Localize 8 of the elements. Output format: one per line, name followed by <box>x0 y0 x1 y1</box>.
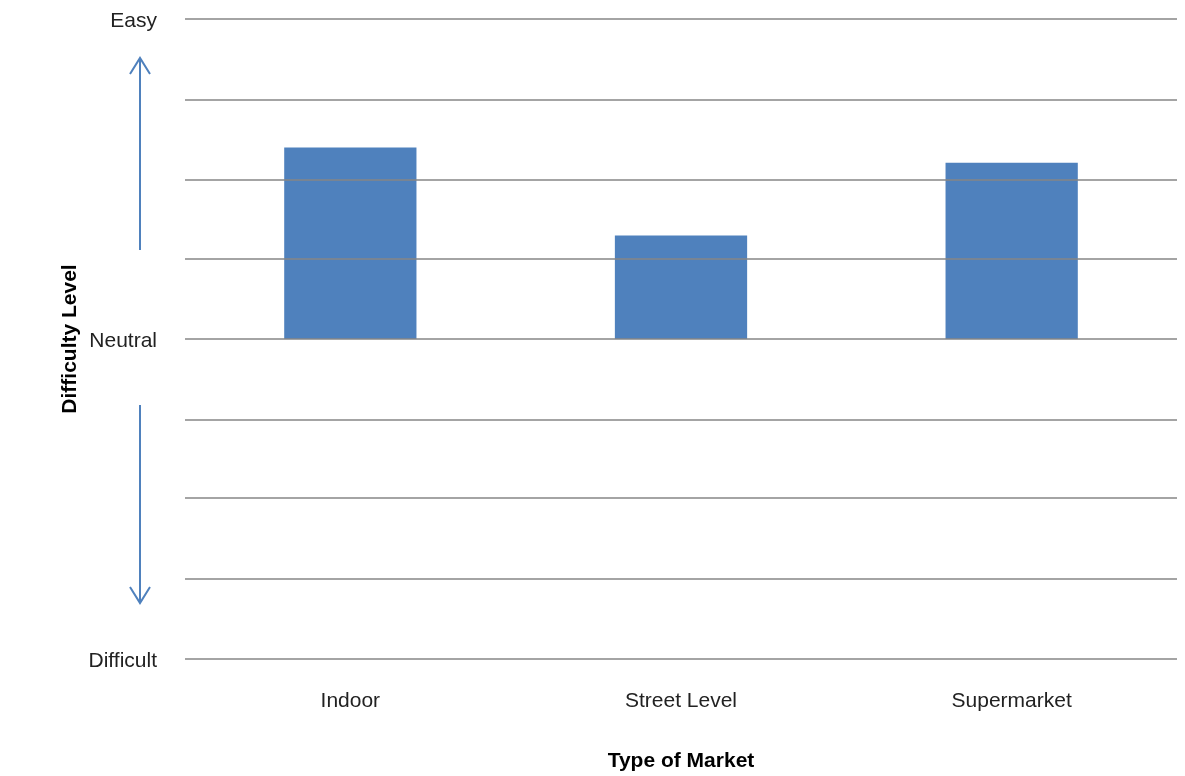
x-axis-title: Type of Market <box>607 748 755 771</box>
y-axis-title: Difficulty Level <box>57 264 80 414</box>
ref-line-label: Easy <box>110 7 158 31</box>
x-tick-label: Street Level <box>624 688 738 711</box>
ref-line-label: Difficult <box>88 647 158 671</box>
x-tick-label: Supermarket <box>951 688 1072 711</box>
x-tick-label: Indoor <box>320 688 381 711</box>
ref-line-label: Neutral <box>89 327 157 351</box>
